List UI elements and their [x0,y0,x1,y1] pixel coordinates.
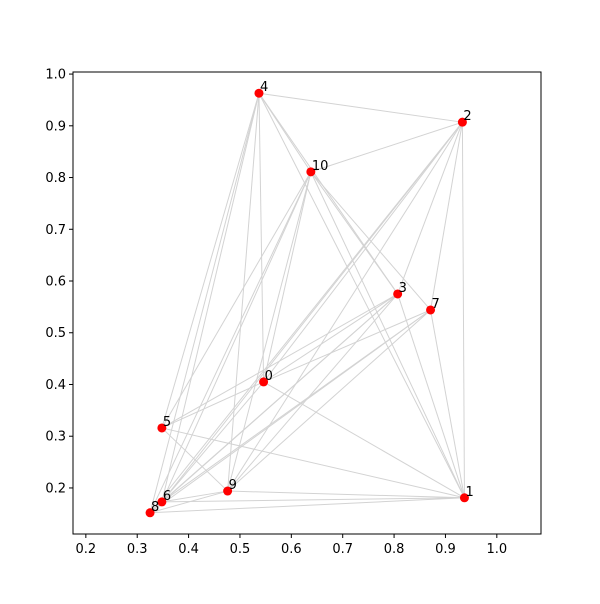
node [254,88,264,98]
x-tick-label: 0.6 [281,542,302,557]
node-label: 0 [265,369,273,384]
edge [310,171,465,498]
edge [258,93,265,382]
node [306,167,316,177]
x-tick-label: 0.5 [230,542,251,557]
y-tick-label: 0.4 [45,378,66,393]
edge [227,171,312,492]
y-tick-label: 0.8 [45,171,66,186]
edge [161,93,260,503]
y-tick-label: 1.0 [45,68,66,83]
node-label: 5 [163,415,171,430]
node-label: 2 [463,109,471,124]
node-label: 10 [312,159,329,174]
edge [150,497,465,514]
node [457,117,467,127]
edge [263,293,398,383]
node-label: 1 [465,485,473,500]
edge [227,93,260,492]
edge [310,171,431,311]
node [157,497,167,507]
y-tick-label: 0.7 [45,223,66,238]
edge [258,92,463,123]
edge [263,121,463,383]
edge [161,490,228,503]
node-label: 4 [260,80,268,95]
edge [161,381,264,429]
x-tick-label: 0.2 [75,542,96,557]
edge [263,171,312,383]
edge [161,171,312,429]
node-label: 3 [399,281,407,296]
node [459,493,469,503]
node [393,289,403,299]
edge [227,490,465,499]
x-tick-label: 0.4 [178,542,199,557]
edge [149,293,399,514]
edge [258,92,465,499]
x-tick-label: 0.7 [332,542,353,557]
edge [227,309,431,492]
node-label: 8 [151,500,159,515]
node-label: 6 [163,489,171,504]
node [157,423,167,433]
y-tick-label: 0.9 [45,119,66,134]
edge [227,121,463,492]
node [426,305,436,315]
node [223,486,233,496]
edge [161,427,228,492]
x-tick-label: 1.0 [486,542,507,557]
edge [397,293,465,498]
edge [227,293,399,492]
edge [149,121,463,514]
edge [430,309,465,498]
edge [161,497,465,503]
edges [149,92,465,514]
edge [263,381,465,499]
edge [161,381,264,503]
x-tick-label: 0.9 [435,542,456,557]
edge [149,171,312,514]
edge [161,93,260,429]
x-tick-label: 0.8 [384,542,405,557]
node-label: 9 [229,478,237,493]
y-tick-label: 0.3 [45,430,66,445]
edge [161,427,465,499]
edge [161,171,312,503]
plot-frame [72,71,542,535]
node-label: 7 [432,297,440,312]
y-tick-label: 0.2 [45,481,66,496]
edge [149,309,431,514]
x-tick-label: 0.3 [127,542,148,557]
edge [263,309,431,383]
y-tick-label: 0.6 [45,275,66,290]
edge [149,490,228,514]
edge [397,122,463,295]
edge [310,171,399,295]
node [145,508,155,518]
edge [461,122,465,498]
edge [149,93,260,513]
y-tick-label: 0.5 [45,326,66,341]
edge [310,121,463,173]
edge [161,293,398,429]
edge [430,122,463,311]
node [259,377,269,387]
